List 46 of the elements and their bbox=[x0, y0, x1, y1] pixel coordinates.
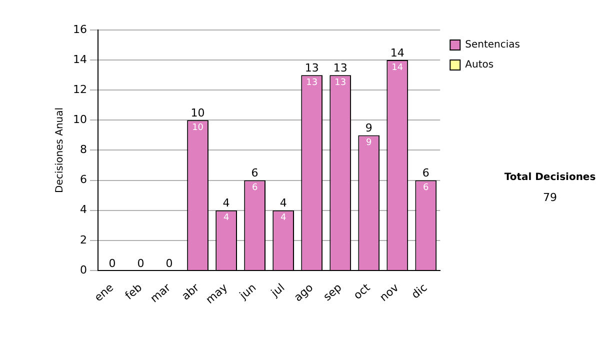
y-tick-label: 14 bbox=[72, 52, 87, 66]
data-label: 4 bbox=[280, 213, 286, 224]
data-label: 10 bbox=[192, 123, 204, 134]
total-label: 4 bbox=[280, 196, 287, 210]
x-tick-label: nov bbox=[377, 280, 402, 304]
y-tick-label: 10 bbox=[72, 113, 87, 126]
legend-label: Sentencias bbox=[465, 40, 520, 51]
data-label: 13 bbox=[334, 78, 346, 88]
data-label: 4 bbox=[223, 213, 230, 224]
y-tick-label: 2 bbox=[80, 233, 87, 246]
total-label: 9 bbox=[365, 122, 372, 135]
total-label: 0 bbox=[166, 256, 173, 270]
y-tick-label: 6 bbox=[80, 173, 87, 186]
total-label: 13 bbox=[304, 61, 319, 74]
x-tick-label: oct bbox=[351, 280, 374, 302]
text: 79 bbox=[542, 191, 558, 204]
data-label: 9 bbox=[366, 138, 372, 148]
y-axis-title: Decisiones Anual bbox=[54, 107, 66, 193]
data-label: 13 bbox=[306, 78, 318, 88]
x-tick-label: sep bbox=[320, 281, 344, 304]
data-label: 14 bbox=[392, 62, 404, 73]
y-tick-label: 8 bbox=[80, 143, 87, 156]
data-label: 6 bbox=[423, 183, 430, 194]
y-tick-label: 0 bbox=[80, 263, 87, 276]
x-tick-label: ago bbox=[292, 280, 316, 304]
total-label: 14 bbox=[390, 46, 404, 60]
x-tick-label: abr bbox=[179, 280, 202, 303]
legend-label: Autos bbox=[465, 60, 494, 71]
x-tick-label: mar bbox=[148, 280, 174, 306]
y-tick-label: 16 bbox=[72, 22, 87, 36]
x-tick-label: feb bbox=[122, 281, 145, 302]
x-tick-label: ene bbox=[92, 280, 116, 304]
total-label: 4 bbox=[222, 196, 230, 210]
y-tick-label: 4 bbox=[80, 203, 87, 216]
total-label: 10 bbox=[190, 106, 205, 120]
total-label: 13 bbox=[333, 61, 348, 74]
x-tick-label: jun bbox=[236, 281, 259, 303]
total-label: 0 bbox=[137, 256, 144, 270]
text: Total Decisiones bbox=[503, 172, 597, 183]
total-label: 6 bbox=[422, 166, 430, 180]
x-tick-label: dic bbox=[408, 281, 430, 302]
total-label: 6 bbox=[251, 166, 258, 180]
total-label: 0 bbox=[108, 256, 116, 270]
x-tick-label: jul bbox=[268, 281, 288, 300]
data-label: 6 bbox=[252, 183, 258, 194]
y-tick-label: 12 bbox=[72, 82, 87, 96]
